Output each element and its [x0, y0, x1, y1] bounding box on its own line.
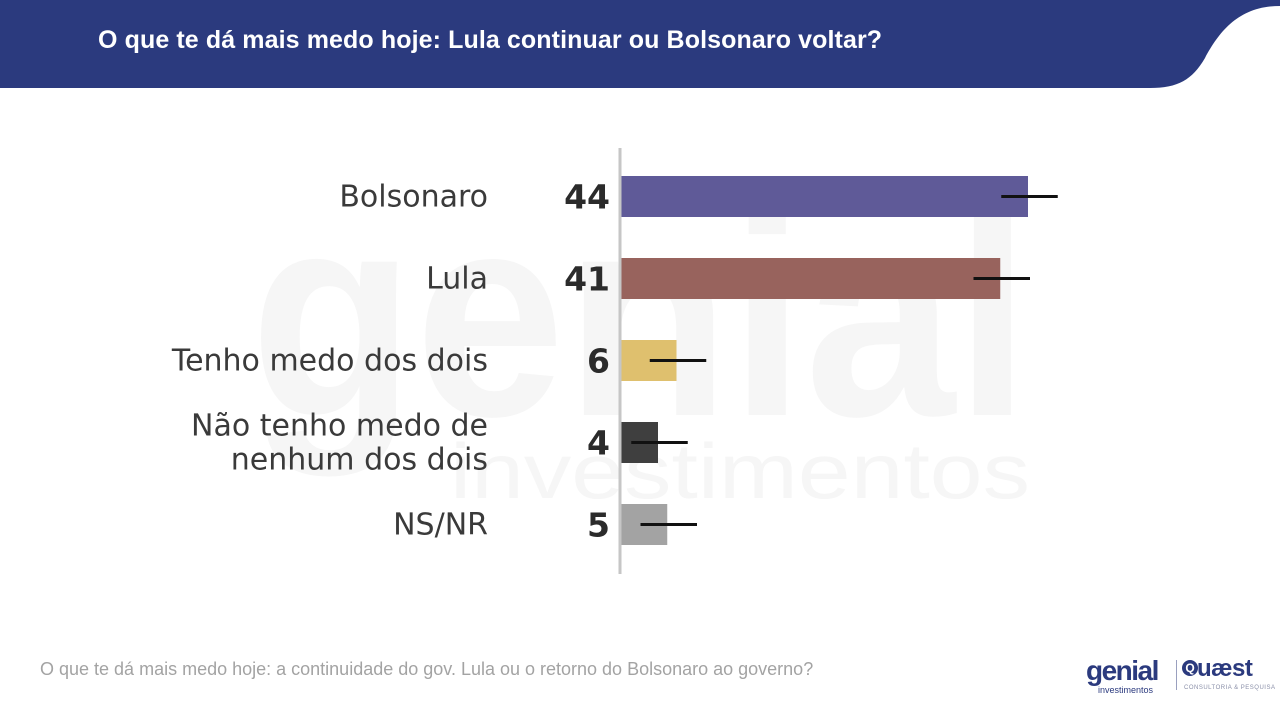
- category-label: Não tenho medo de nenhum dos dois: [191, 409, 488, 478]
- category-label: NS/NR: [393, 508, 488, 543]
- category-label: Bolsonaro: [339, 180, 488, 215]
- category-label: Tenho medo dos dois: [171, 344, 488, 379]
- category-label-line: nenhum dos dois: [231, 443, 488, 478]
- watermark-subword: investimentos: [450, 427, 1030, 515]
- category-label-line: Tenho medo dos dois: [171, 344, 488, 379]
- value-label: 5: [587, 506, 610, 545]
- category-label-line: Bolsonaro: [339, 180, 488, 215]
- genial-logo-subtext: investimentos: [1098, 685, 1154, 695]
- header-band: [0, 0, 1280, 88]
- value-label: 4: [587, 424, 610, 463]
- page-title: O que te dá mais medo hoje: Lula continu…: [98, 26, 883, 54]
- value-label: 6: [587, 342, 610, 381]
- category-label-line: NS/NR: [393, 508, 488, 543]
- category-label: Lula: [426, 262, 488, 297]
- logo-divider: [1176, 660, 1177, 690]
- quaest-logo-text: uæst: [1197, 655, 1253, 682]
- genial-logo: genial investimentos: [1086, 656, 1168, 696]
- category-label-line: Não tenho medo de: [191, 409, 488, 444]
- footnote-question: O que te dá mais medo hoje: a continuida…: [40, 659, 814, 679]
- genial-logo-text: genial: [1086, 655, 1159, 686]
- quaest-logo-badge: Q: [1182, 660, 1198, 676]
- quaest-logo-subtext: CONSULTORIA & PESQUISA: [1184, 685, 1276, 691]
- value-label: 44: [564, 178, 610, 217]
- bar: [621, 258, 1001, 299]
- value-label: 41: [564, 260, 610, 299]
- bar: [621, 176, 1028, 217]
- header-background: [0, 0, 1280, 88]
- quaest-logo: Q uæst CONSULTORIA & PESQUISA: [1182, 655, 1275, 696]
- category-label-line: Lula: [426, 262, 488, 297]
- footer-logos: genial investimentos Q uæst CONSULTORIA …: [1086, 655, 1275, 696]
